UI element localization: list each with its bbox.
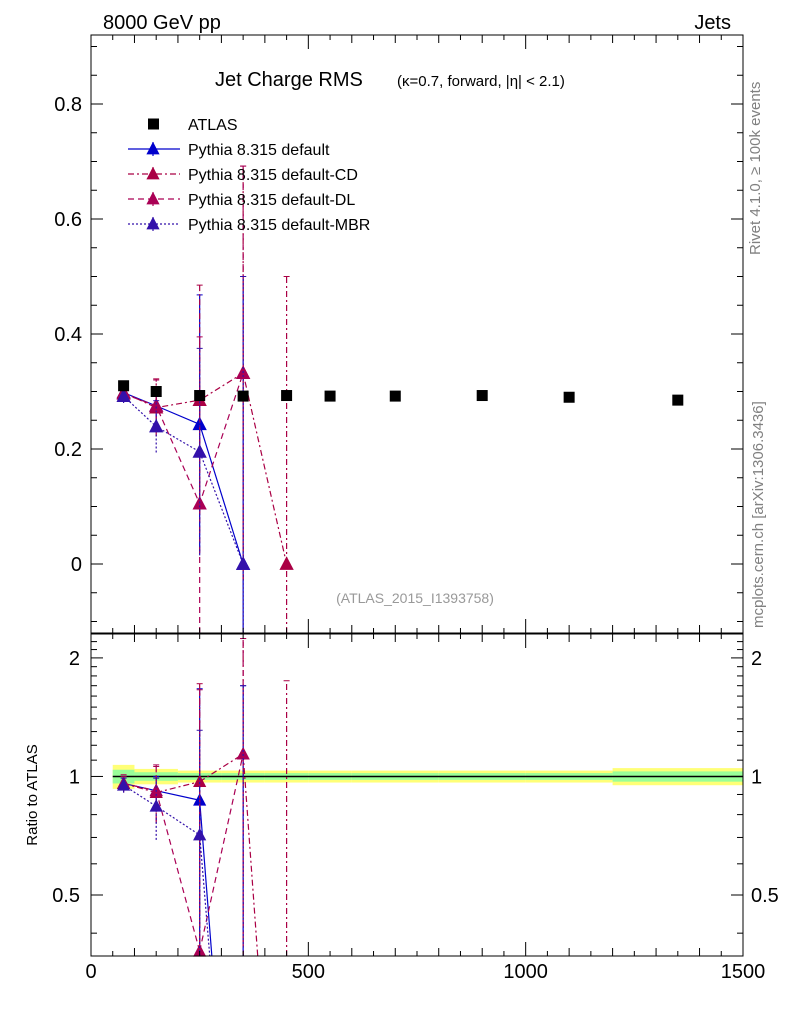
analysis-label: (ATLAS_2015_I1393758) xyxy=(336,590,494,606)
ratio-y-tick-label: 2 xyxy=(69,648,80,670)
legend-marker xyxy=(146,166,160,180)
series-3-ratio-line xyxy=(123,782,157,792)
series-2-marker xyxy=(279,556,294,570)
series-4-marker xyxy=(116,388,131,402)
x-tick-label: 1500 xyxy=(721,961,766,983)
main-panel: 0 0.2 0.4 0.6 0.8 xyxy=(54,34,744,634)
y-tick-label: 0.2 xyxy=(54,439,82,461)
ratio-panel: 0.5 0.5 1 1 2 2 xyxy=(52,633,779,957)
x-tick-label: 0 xyxy=(85,961,96,983)
legend: ATLAS Pythia 8.315 default Pythia 8.315 de… xyxy=(128,117,370,234)
atlas-data-point xyxy=(150,386,162,397)
series-2-ratio-line xyxy=(199,753,244,783)
ratio-y-tick-label-right: 0.5 xyxy=(751,885,779,907)
atlas-data-point xyxy=(194,390,206,402)
legend-label: Pythia 8.315 default-DL xyxy=(188,192,355,209)
ratio-y-tick-label: 0.5 xyxy=(52,885,80,907)
legend-label: Pythia 8.315 default-CD xyxy=(188,167,358,184)
series-1-ratio-line xyxy=(199,800,213,957)
main-plot-content xyxy=(116,165,684,633)
legend-atlas-label: ATLAS xyxy=(188,117,238,134)
legend-label: Pythia 8.315 default xyxy=(188,142,330,159)
atlas-data-point xyxy=(389,390,401,402)
y-tick-label: 0.8 xyxy=(54,94,82,116)
series-1-line xyxy=(123,392,244,565)
series-4-marker xyxy=(235,556,251,570)
legend-marker xyxy=(146,141,160,155)
series-3-marker xyxy=(149,398,164,412)
series-4-marker xyxy=(192,444,207,458)
atlas-data-point xyxy=(476,390,488,402)
series-3-ratio-marker xyxy=(149,783,163,797)
ratio-frame xyxy=(90,633,744,957)
y-tick-label: 0 xyxy=(71,554,82,576)
atlas-data-point xyxy=(118,380,130,392)
chart-subtitle: (κ=0.7, forward, |η| < 2.1) xyxy=(397,73,565,90)
series-3-ratio-marker xyxy=(236,746,250,760)
header-right: Jets xyxy=(694,12,731,34)
series-4-ratio-line xyxy=(155,805,200,836)
series-2-ratio-line xyxy=(242,753,259,957)
series-1-ratio-line xyxy=(156,790,200,801)
header-left: 8000 GeV pp xyxy=(103,12,221,34)
series-3-line xyxy=(123,372,244,506)
y-tick-label: 0.6 xyxy=(54,209,82,231)
series-4-ratio-line xyxy=(123,784,157,807)
ratio-y-label: Ratio to ATLAS xyxy=(24,744,41,845)
atlas-data-point xyxy=(237,390,249,402)
atlas-data-point xyxy=(324,390,336,402)
series-4-ratio-line xyxy=(199,834,211,957)
legend-label: Pythia 8.315 default-MBR xyxy=(188,217,370,234)
series-4-marker xyxy=(149,418,164,433)
ratio-plot-content xyxy=(112,638,743,957)
main-frame xyxy=(90,34,744,634)
ratio-y-tick-label-right: 1 xyxy=(751,766,762,788)
ratio-y-tick-label: 1 xyxy=(69,766,80,788)
x-tick-labels: 0 500 1000 1500 xyxy=(85,961,765,983)
series-4-line xyxy=(123,395,244,565)
mcplots-label: mcplots.cern.ch [arXiv:1306.3436] xyxy=(750,401,767,628)
series-2-ratio-line xyxy=(156,781,200,794)
x-tick-label: 1000 xyxy=(503,961,548,983)
main-axes: 0 0.2 0.4 0.6 0.8 xyxy=(54,35,744,633)
series-3-ratio-line xyxy=(155,790,201,952)
chart-title: Jet Charge RMS xyxy=(215,69,363,91)
atlas-data-point xyxy=(672,394,684,406)
legend-marker xyxy=(146,191,160,205)
series-3-ratio-line xyxy=(199,753,244,952)
ratio-y-tick-label-right: 2 xyxy=(751,648,762,670)
series-4-ratio-marker xyxy=(149,799,163,812)
series-2-line xyxy=(123,372,288,565)
rivet-label: Rivet 4.1.0, ≥ 100k events xyxy=(747,82,764,255)
x-tick-label: 500 xyxy=(292,961,325,983)
series-4-ratio-marker xyxy=(117,778,131,791)
legend-atlas-marker xyxy=(148,118,159,130)
legend-marker xyxy=(146,216,160,230)
y-tick-label: 0.4 xyxy=(54,324,82,346)
atlas-data-point xyxy=(563,391,575,403)
series-4-ratio-marker xyxy=(193,827,207,841)
atlas-data-point xyxy=(281,390,293,402)
